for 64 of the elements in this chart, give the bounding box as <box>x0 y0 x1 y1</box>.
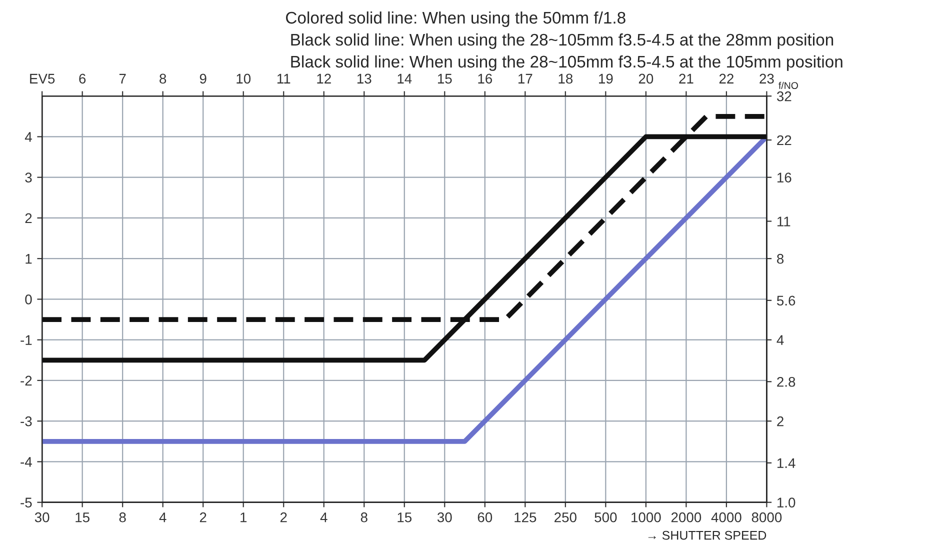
x2-tick-label: 11 <box>277 74 290 84</box>
y-tick-label: -5 <box>20 498 32 508</box>
y2-tick-label: 1.4 <box>777 458 796 468</box>
x-tick-label: 8 <box>360 512 368 522</box>
y-tick-label: -1 <box>20 335 32 345</box>
y-tick-label: 3 <box>25 172 32 182</box>
x2-tick-label: 8 <box>160 74 166 84</box>
y2-tick-label: 2.8 <box>777 376 796 387</box>
x2-tick-label: EV5 <box>30 74 55 84</box>
y2-tick-label: 1.0 <box>777 498 796 508</box>
x-tick-label: 4 <box>320 512 328 522</box>
y-tick-label: 4 <box>24 132 32 142</box>
x-tick-label: 250 <box>554 512 576 522</box>
y-tick-label: -2 <box>20 376 32 386</box>
x-tick-label: 60 <box>478 512 492 522</box>
y2-tick-label: 4 <box>776 335 784 345</box>
x-tick-label: 15 <box>76 512 90 522</box>
x-tick-label: 2 <box>200 512 206 522</box>
x2-tick-label: 10 <box>236 74 251 84</box>
x-tick-label: 30 <box>437 512 452 522</box>
x2-tick-label: 20 <box>638 74 654 84</box>
x-tick-label: 30 <box>34 512 50 522</box>
y2-tick-label: 5.6 <box>776 296 796 306</box>
x2-tick-label: 6 <box>79 74 86 84</box>
y2-tick-label: 11 <box>777 216 790 226</box>
x2-tick-label: 22 <box>719 74 734 84</box>
x2-tick-label: 12 <box>317 74 331 84</box>
y2-tick-label: 2 <box>777 416 784 426</box>
x-tick-label: 15 <box>398 512 412 522</box>
x2-tick-label: 9 <box>200 74 206 84</box>
x-tick-label: 8 <box>119 512 126 522</box>
x-tick-label: 8000 <box>752 512 782 522</box>
y2-axis-title: f/NO <box>778 82 798 89</box>
x2-tick-label: 7 <box>119 74 126 84</box>
x-tick-label: 4 <box>159 512 166 522</box>
x2-tick-label: 18 <box>558 74 573 84</box>
x-tick-label: 2000 <box>671 512 702 522</box>
text: Black solid line: When using the 28~105mm f3.5-4.5 at the 28mm position <box>291 33 834 49</box>
y2-tick-label: 22 <box>777 135 792 146</box>
x-tick-label: 500 <box>594 512 617 522</box>
y2-tick-label: 32 <box>776 91 792 102</box>
x2-tick-label: 15 <box>438 74 452 84</box>
y-tick-label: 2 <box>25 213 32 223</box>
x2-tick-label: 14 <box>398 74 412 84</box>
x-tick-label: 125 <box>514 512 536 522</box>
y-tick-label: 0 <box>25 294 32 304</box>
x-tick-label: 1000 <box>632 512 661 522</box>
y2-tick-label: 8 <box>777 254 784 264</box>
x-tick-label: 1 <box>240 512 247 522</box>
text: Colored solid line: When using the 50mm f/1.8 <box>286 11 626 27</box>
x2-tick-label: 23 <box>760 74 774 84</box>
y-tick-label: 1 <box>26 254 32 264</box>
y-tick-label: -4 <box>20 457 32 467</box>
x2-tick-label: 19 <box>599 74 613 84</box>
x2-tick-label: 16 <box>478 74 492 84</box>
x2-tick-label: 17 <box>518 74 532 84</box>
x2-tick-label: 13 <box>357 74 372 84</box>
x2-tick-label: 21 <box>679 74 694 84</box>
x-tick-label: 2 <box>280 512 287 522</box>
y2-tick-label: 16 <box>777 172 792 182</box>
x-axis-title: → SHUTTER SPEED <box>648 530 766 540</box>
x-tick-label: 4000 <box>711 512 742 522</box>
y-tick-label: -3 <box>20 416 32 426</box>
text: Black solid line: When using the 28~105mm f3.5-4.5 at the 105mm position <box>291 55 842 71</box>
